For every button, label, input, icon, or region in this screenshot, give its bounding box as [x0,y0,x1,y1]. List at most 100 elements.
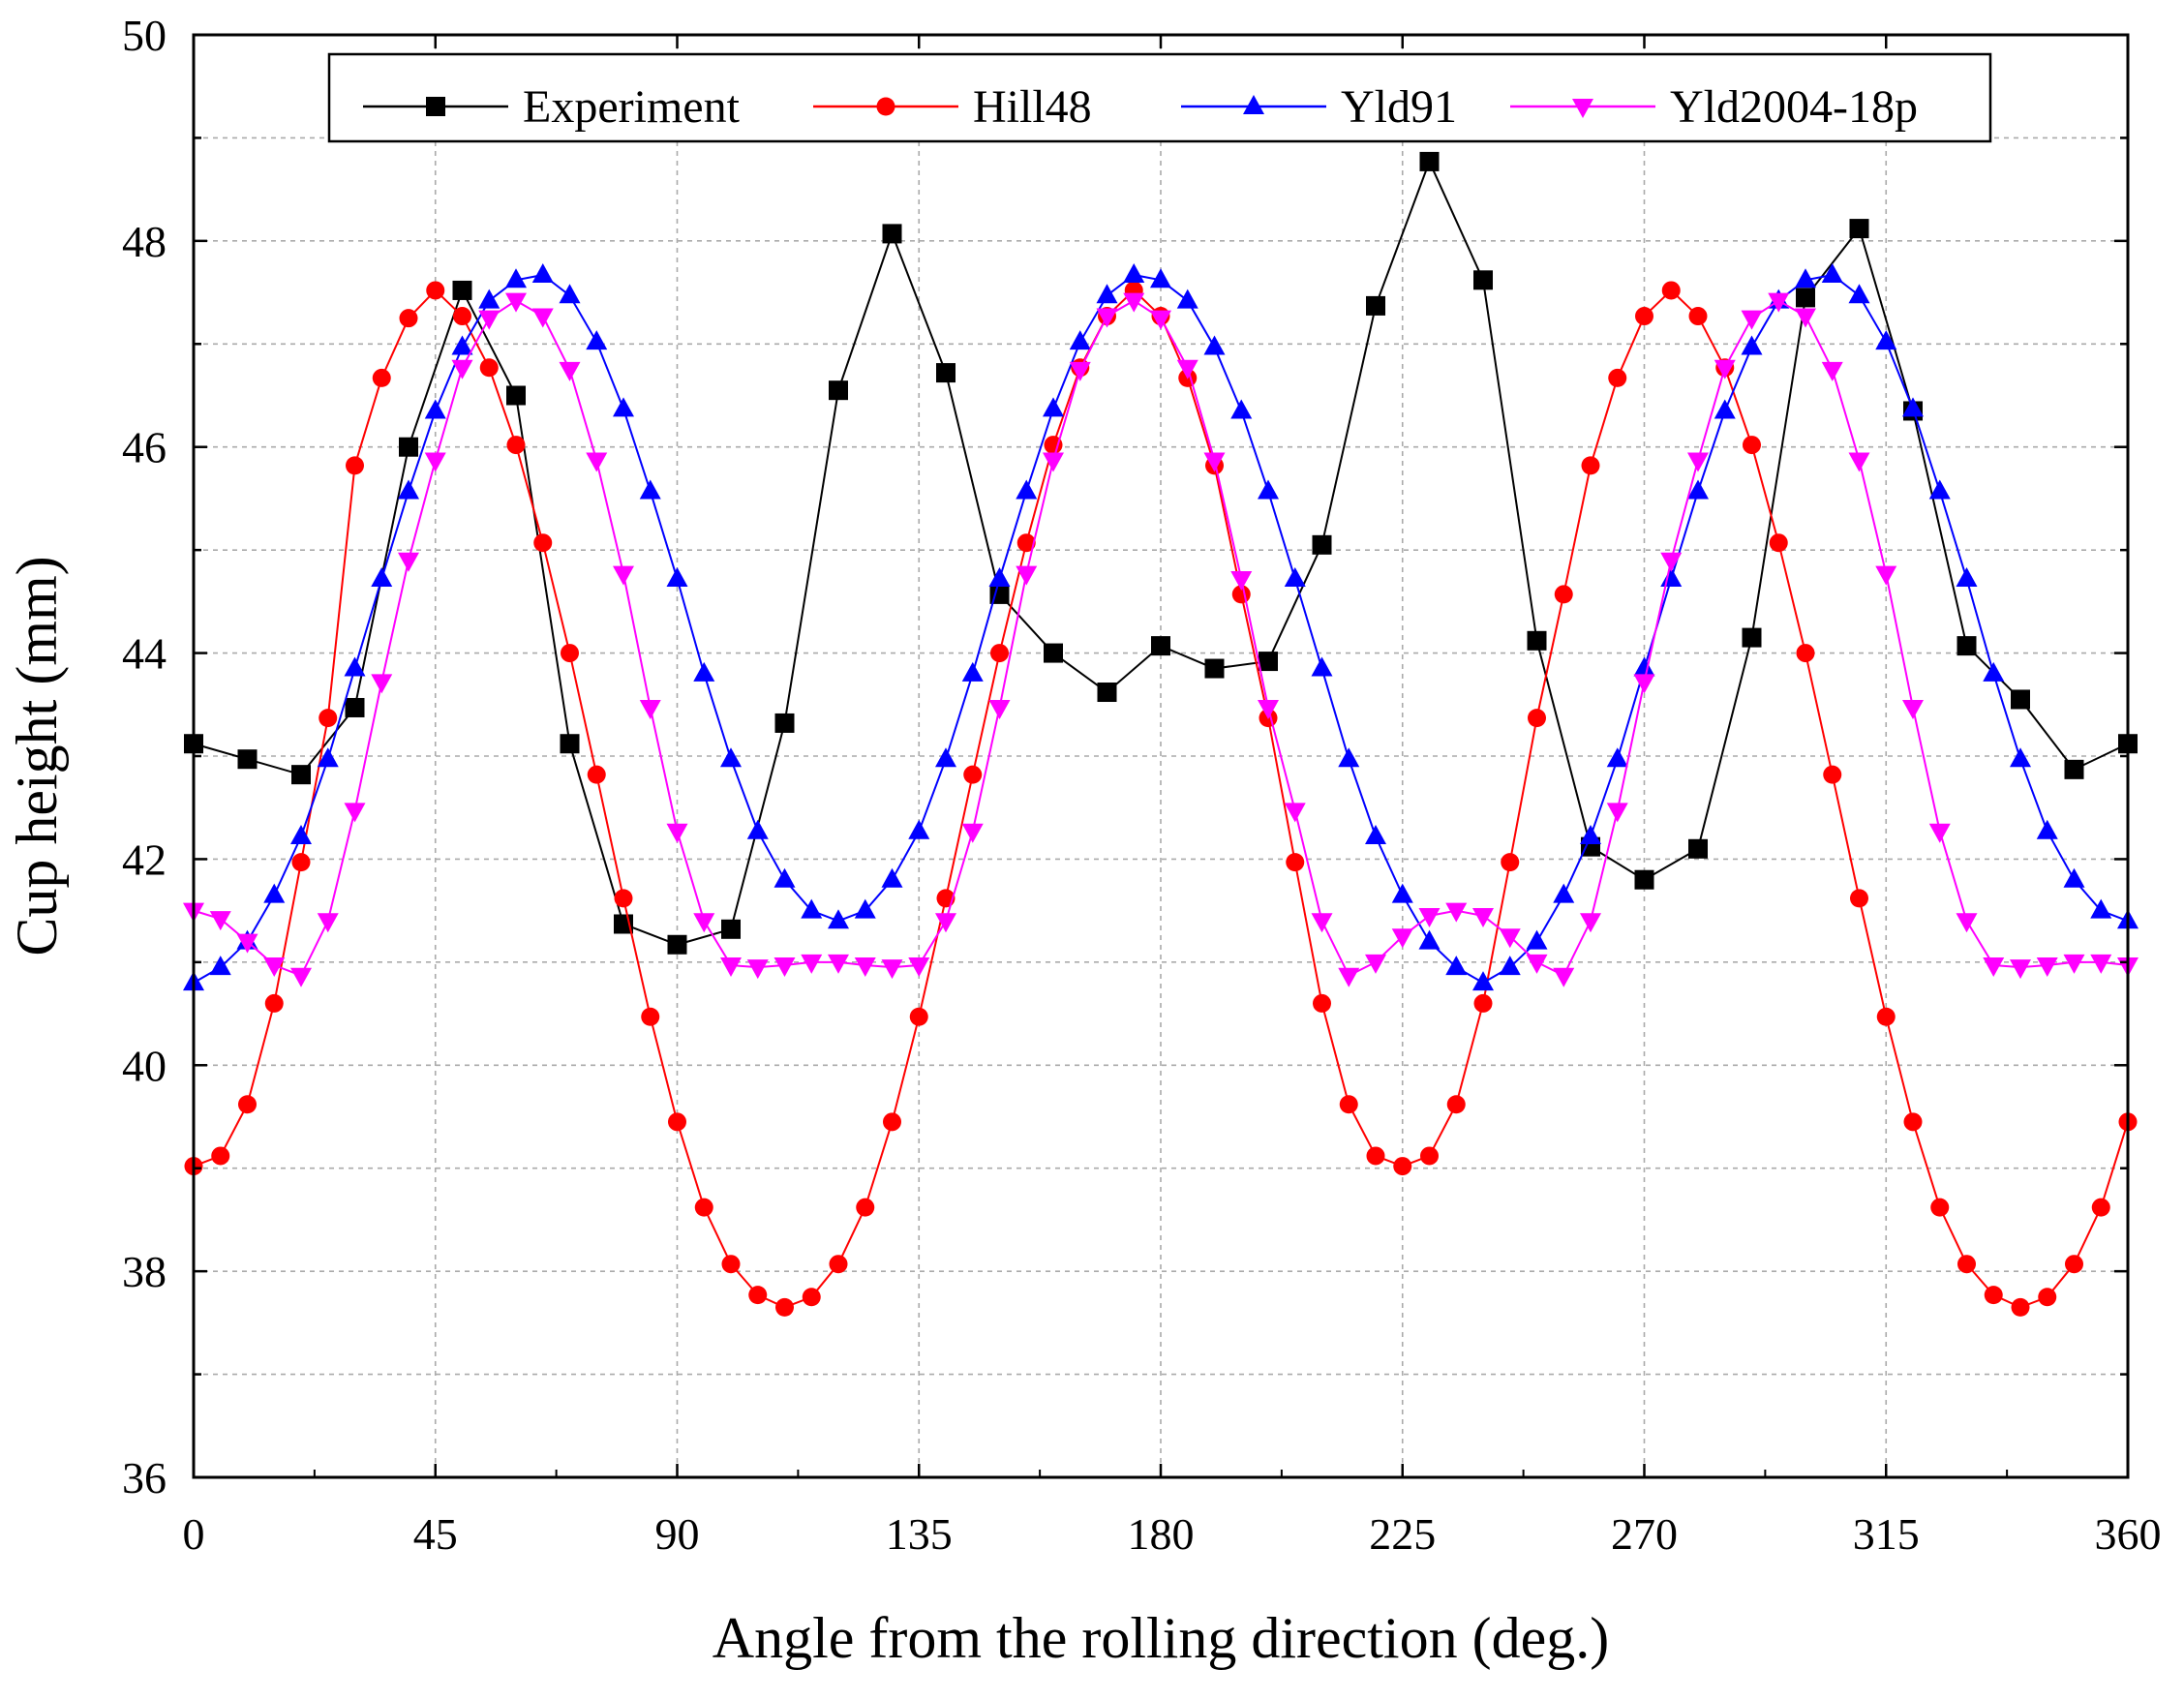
yld2004-18p-point [1016,565,1038,586]
hill48-point [802,1288,821,1307]
yld2004-18p-point [854,957,876,978]
experiment-point [1796,288,1815,308]
yld91-point [1928,479,1951,500]
experiment-point [291,765,311,785]
experiment-point [721,919,741,939]
hill48-point [1930,1198,1950,1217]
yld2004-18p-point [1418,907,1441,927]
yld2004-18p-point [774,957,796,978]
legend-item-experiment: Experiment [363,81,741,133]
yld91-point [398,479,419,500]
yld2004-18p-point [451,359,473,379]
experiment-point [936,363,956,383]
yld91-point [666,566,688,587]
yld2004-18p-point [1795,308,1816,328]
yld2004-18p-point [639,699,661,719]
experiment-point [345,697,365,717]
y-tick-label: 40 [122,1041,167,1090]
experiment-point [774,713,795,733]
x-tick-label: 90 [655,1509,700,1559]
experiment-point [1259,652,1278,672]
yld91-point [1258,479,1279,500]
yld91-point [1526,929,1548,950]
yld2004-18p-point [1365,954,1386,974]
yld91-point [1043,397,1064,417]
hill48-point [856,1198,875,1217]
yld2004-18p-point [1499,928,1521,949]
yld91-point [720,747,742,768]
hill48-point [1420,1146,1439,1166]
legend: Experiment Hill48 Yld91 Yld2004-18p [327,52,1992,143]
legend-label: Yld91 [1341,81,1457,133]
yld2004-18p-point [209,911,231,931]
hill48-point [668,1112,686,1132]
x-tick-label: 45 [413,1509,458,1559]
hill48-point [1635,307,1653,326]
yld91-point [2036,819,2058,839]
legend-marker [876,97,895,116]
hill48-point [694,1198,713,1217]
series-yld2004-18p [183,292,2138,987]
yld2004-18p-point [1284,803,1306,823]
hill48-point [1554,585,1573,604]
legend-marker [426,97,445,116]
yld91-point [1499,956,1521,976]
hill48-point [372,368,391,387]
yld91-point [1983,661,2005,682]
yld91-point [613,397,634,417]
yld2004-18p-point [478,310,500,330]
yld91-point [935,747,956,768]
hill48-point [533,533,553,553]
hill48-point [291,853,311,872]
experiment-point [1419,151,1440,171]
y-tick-label: 42 [122,835,167,884]
hill48-point [1957,1255,1976,1274]
hill48-point [775,1297,794,1317]
hill48-point [2038,1288,2057,1307]
hill48-point [561,644,579,663]
hill48-point [1876,1007,1896,1026]
yld2004-18p-point [263,957,286,978]
yld91-point [1472,971,1494,991]
legend-label: Experiment [523,81,741,133]
y-tick-label: 38 [122,1247,167,1296]
yld2004-18p-point [881,959,903,980]
yld2004-18p-point [720,957,742,978]
yld2004-18p-point [693,913,715,933]
yld2004-18p-point [344,803,366,823]
yld2004-18p-point [317,913,339,933]
yld91-point [1606,747,1628,768]
hill48-point [909,1007,928,1026]
yld2004-18p-point [988,699,1011,719]
hill48-point [1688,307,1708,326]
y-tick-label: 36 [122,1453,167,1503]
yld2004-18p-point [613,565,634,586]
yld91-point [908,819,930,839]
hill48-point [1016,533,1036,553]
yld2004-18p-point [1768,292,1790,313]
yld2004-18p-point [1956,913,1978,933]
yld2004-18p-point [1553,967,1575,987]
hill48-point [587,765,606,784]
yld91-point [1391,883,1413,903]
yld91-point [451,335,473,355]
yld91-point [1418,929,1441,950]
hill48-point [1366,1146,1385,1166]
yld2004-18p-point [1633,674,1655,694]
x-tick-label: 180 [1128,1509,1195,1559]
yld2004-18p-point [1176,359,1198,379]
y-tick-label: 46 [122,423,167,472]
yld2004-18p-point [1580,913,1601,933]
yld2004-18p-point [290,967,312,987]
hill48-point [1339,1095,1358,1114]
y-tick-label: 50 [122,11,167,60]
yld91-point [1714,399,1736,419]
yld91-point [505,268,527,288]
yld91-point [2090,898,2112,919]
yld91-point [801,898,823,919]
experiment-point [560,734,580,754]
yld91-point [1875,330,1897,350]
yld2004-18p-point [666,823,688,843]
yld2004-18p-point [1069,361,1091,381]
experiment-point [1044,643,1063,663]
